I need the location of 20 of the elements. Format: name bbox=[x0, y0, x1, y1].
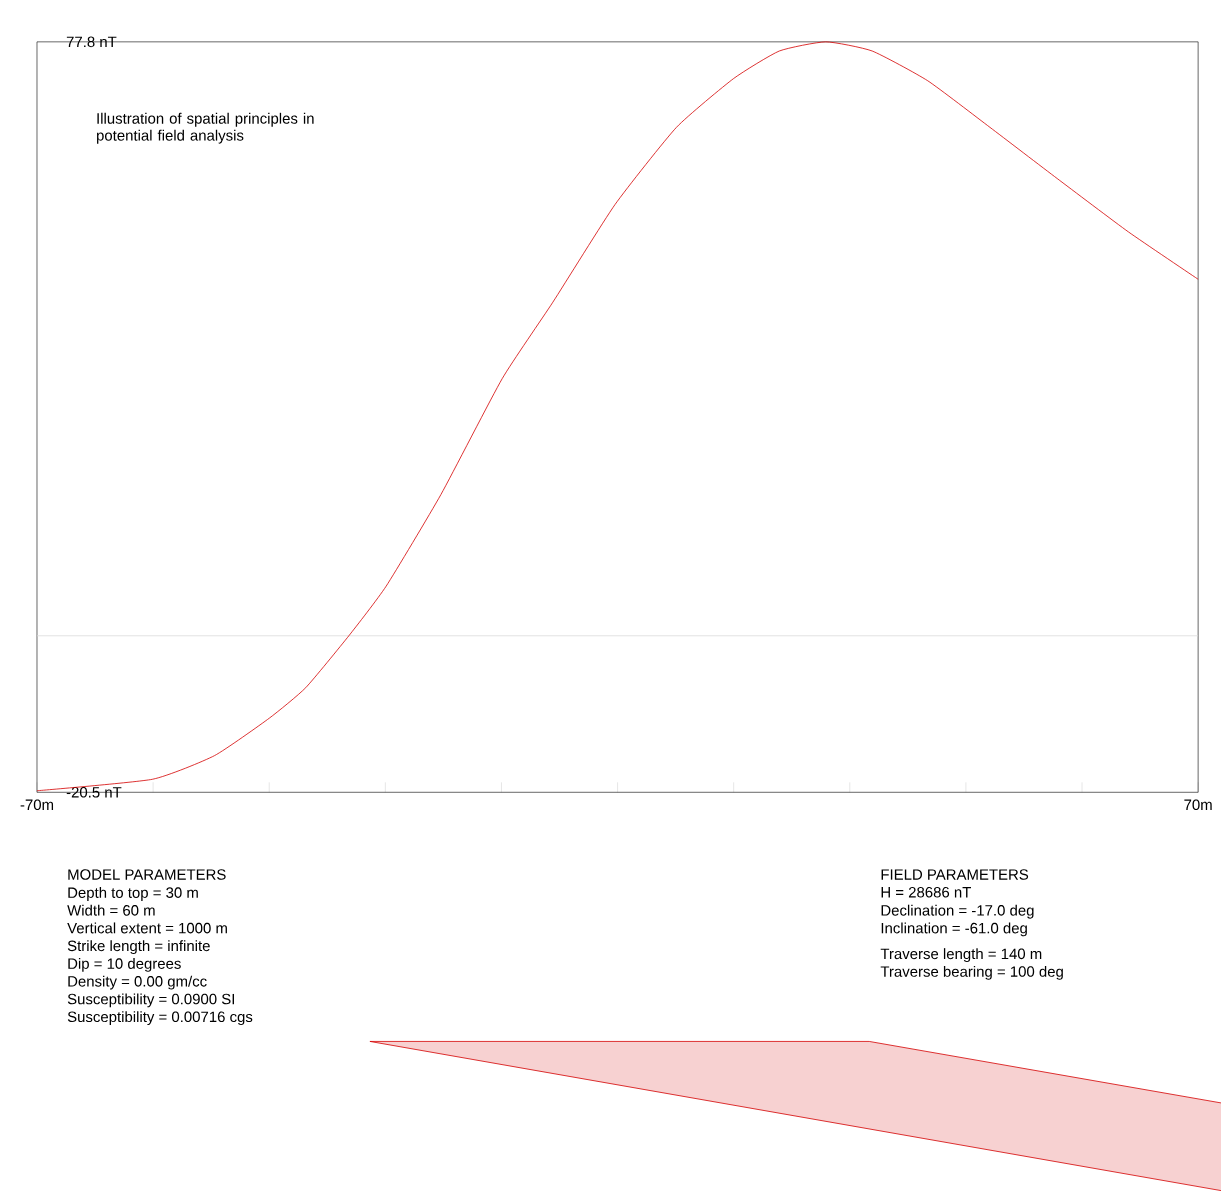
text: Vertical extent = 1000 m bbox=[67, 922, 227, 934]
text: Susceptibility = 0.0900 SI bbox=[67, 993, 235, 1008]
text: H = 28686 nT bbox=[881, 887, 971, 898]
text: Dip = 10 degrees bbox=[68, 957, 181, 972]
text: MODEL PARAMETERS bbox=[68, 869, 226, 880]
text: Strike length = infinite bbox=[67, 940, 210, 955]
text: FIELD PARAMETERS bbox=[881, 869, 1029, 880]
text: Traverse bearing = 100 deg bbox=[880, 965, 1063, 980]
text: Declination = -17.0 deg bbox=[881, 904, 1034, 919]
text: Illustration of spatial principles in potential field analysis bbox=[97, 112, 314, 144]
text: Susceptibility = 0.00716 cgs bbox=[67, 1011, 253, 1026]
y-tick-label: -20.5 nT bbox=[66, 787, 122, 798]
text: Width = 60 m bbox=[67, 904, 155, 916]
text: Depth to top = 30 m bbox=[68, 887, 198, 901]
text: Inclination = -61.0 deg bbox=[881, 922, 1027, 937]
text: Traverse length = 140 m bbox=[880, 948, 1042, 963]
x-tick-label: 70m bbox=[1184, 799, 1212, 811]
text: Density = 0.00 gm/cc bbox=[68, 975, 207, 990]
y-tick-label: 77.8 nT bbox=[66, 36, 117, 48]
x-tick-label: -70m bbox=[20, 799, 54, 811]
